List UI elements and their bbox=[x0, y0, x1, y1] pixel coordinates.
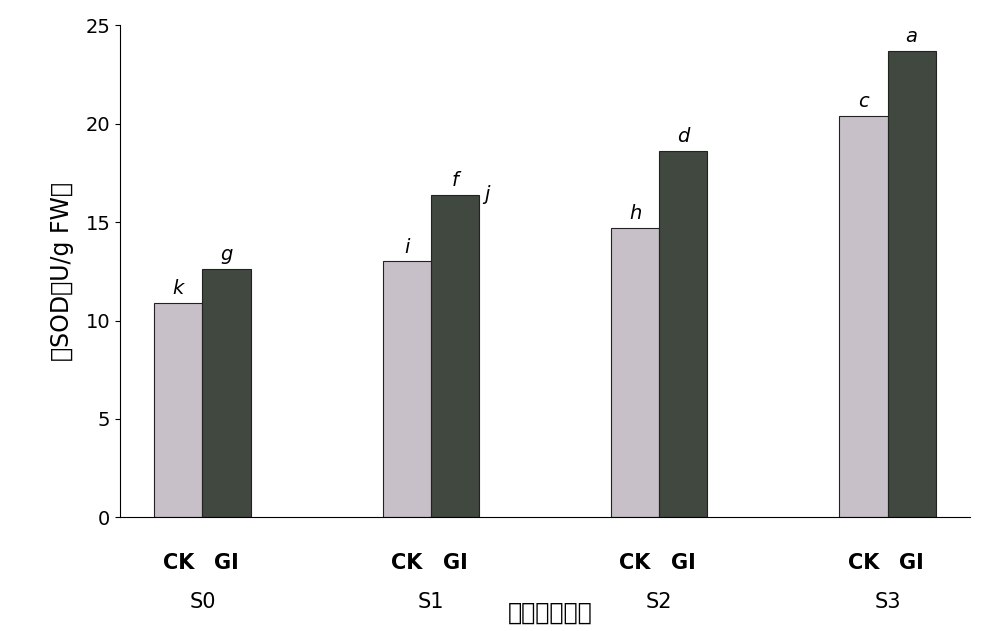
Text: GI: GI bbox=[214, 553, 239, 573]
Text: h: h bbox=[629, 204, 641, 223]
Text: CK: CK bbox=[163, 553, 194, 573]
Text: 盐碱胁迫程度: 盐碱胁迫程度 bbox=[508, 601, 592, 625]
Text: CK: CK bbox=[619, 553, 651, 573]
Text: j: j bbox=[484, 186, 489, 204]
Bar bbox=[839, 116, 888, 517]
Text: S1: S1 bbox=[418, 593, 444, 612]
Text: g: g bbox=[220, 245, 233, 264]
Text: GI: GI bbox=[899, 553, 924, 573]
Text: CK: CK bbox=[391, 553, 422, 573]
Bar bbox=[202, 269, 251, 517]
Bar bbox=[888, 51, 936, 517]
Text: S3: S3 bbox=[874, 593, 901, 612]
Bar bbox=[383, 261, 431, 517]
Text: CK: CK bbox=[848, 553, 879, 573]
Text: S2: S2 bbox=[646, 593, 672, 612]
Text: c: c bbox=[858, 92, 869, 111]
Text: GI: GI bbox=[671, 553, 696, 573]
Text: GI: GI bbox=[443, 553, 467, 573]
Text: d: d bbox=[677, 127, 689, 146]
Bar bbox=[611, 228, 659, 517]
Bar bbox=[431, 194, 479, 517]
Text: k: k bbox=[173, 279, 184, 298]
Text: a: a bbox=[906, 27, 918, 46]
Text: S0: S0 bbox=[189, 593, 216, 612]
Bar bbox=[659, 151, 707, 517]
Bar bbox=[154, 303, 202, 517]
Text: i: i bbox=[404, 237, 409, 257]
Text: f: f bbox=[451, 170, 458, 190]
Y-axis label: 根SOD（U/g FW）: 根SOD（U/g FW） bbox=[50, 182, 74, 361]
